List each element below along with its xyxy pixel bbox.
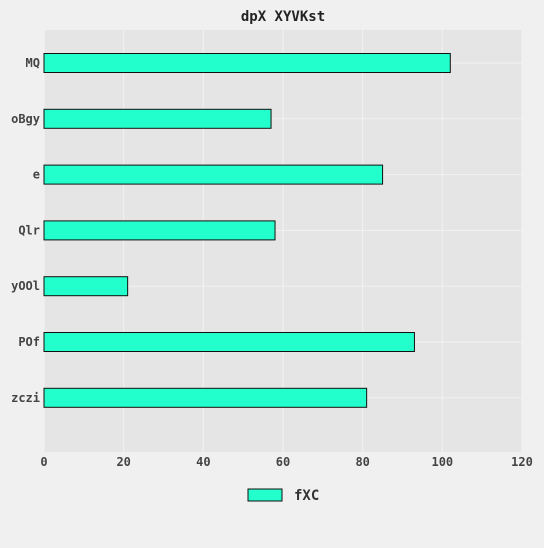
x-tick-labels: 0 20 40 60 80 100 120 [40, 455, 532, 469]
y-tick-label: yOOl [11, 279, 40, 293]
x-tick-label: 100 [431, 455, 453, 469]
y-tick-label: zczi [11, 391, 40, 405]
bar [43, 332, 415, 352]
bar [43, 108, 272, 129]
bar [43, 387, 368, 408]
bars [43, 53, 451, 408]
bar [43, 276, 129, 297]
x-tick-label: 20 [116, 455, 130, 469]
y-tick-label: e [33, 168, 40, 182]
bar [43, 53, 451, 73]
x-tick-label: 40 [196, 455, 210, 469]
y-tick-label: Qlr [18, 223, 40, 237]
y-tick-label: POf [18, 335, 40, 349]
y-tick-label: MQ [26, 56, 40, 70]
x-tick-label: 60 [276, 455, 290, 469]
legend: fXC [247, 488, 319, 504]
bar [43, 164, 384, 185]
x-tick-label: 0 [40, 455, 47, 469]
chart-title: dpX XYVKst [241, 9, 325, 25]
bar [43, 220, 276, 241]
y-tick-label: oBgy [11, 112, 40, 126]
legend-label: fXC [294, 488, 319, 504]
y-tick-labels: MQ oBgy e Qlr yOOl POf zczi [11, 56, 40, 405]
x-tick-label: 120 [511, 455, 533, 469]
x-tick-label: 80 [355, 455, 369, 469]
legend-swatch [247, 488, 283, 502]
